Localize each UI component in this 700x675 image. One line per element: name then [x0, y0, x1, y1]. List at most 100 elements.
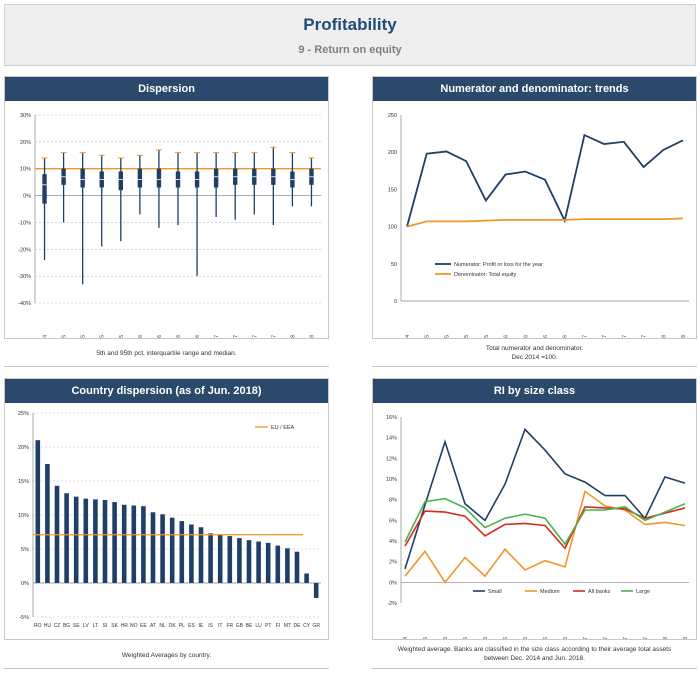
y-tick-label: 30% [20, 113, 31, 119]
country-panel: Country dispersion (as of Jun. 2018) 25%… [4, 378, 329, 640]
x-tick-label: Dec - 15 [484, 335, 490, 338]
x-tick-label: Mar - 17 [583, 637, 589, 639]
country-bar [198, 527, 204, 583]
page-title: Profitability [303, 15, 397, 34]
x-tick-label: IS [208, 623, 213, 629]
y-tick-label: 12% [386, 456, 397, 462]
x-tick-label: Jun - 17 [233, 335, 239, 338]
x-tick-label: Jun - 18 [683, 637, 689, 639]
y-tick-label: 250 [388, 113, 397, 119]
country-bar [246, 540, 252, 583]
x-tick-label: LT [93, 623, 98, 629]
iqr-box [213, 168, 219, 188]
x-tick-label: Sep - 16 [543, 335, 549, 338]
panel-title: RI by size class [373, 379, 696, 403]
iqr-box [80, 168, 85, 188]
y-tick-label: 25% [18, 411, 29, 417]
x-tick-label: Sep - 15 [100, 335, 106, 338]
x-tick-label: Dec - 16 [563, 335, 569, 338]
x-tick-label: Mar - 18 [661, 335, 667, 338]
y-tick-label: 2% [389, 560, 397, 566]
x-tick-label: Mar - 15 [425, 335, 431, 338]
x-tick-label: Dec - 16 [563, 637, 569, 639]
x-tick-label: NO [130, 623, 138, 629]
country-bar [256, 541, 261, 583]
x-tick-label: Mar - 17 [582, 335, 588, 338]
page-subtitle: 9 - Return on equity [298, 44, 402, 56]
trends-chart: 250 200 150 100 50 0 Numerator: Profit or loss… [388, 113, 689, 354]
x-tick-label: Sep - 17 [622, 335, 628, 338]
country-bar [237, 538, 242, 583]
x-tick-label: Dec - 17 [643, 637, 649, 639]
country-bar [102, 500, 108, 583]
legend-label: Medium [540, 589, 560, 595]
y-tick-label: 0% [23, 194, 31, 200]
x-tick-label: Jun - 18 [309, 335, 315, 338]
legend-label: Denominator: Total equity [454, 272, 517, 278]
divider [4, 366, 329, 367]
country-bar [285, 548, 290, 583]
country-bar [35, 440, 41, 583]
country-bar [150, 512, 156, 583]
x-tick-label: Dec - 15 [483, 637, 489, 639]
country-bar [294, 551, 300, 583]
trends-panel: Numerator and denominator: trends 250 200… [372, 76, 697, 354]
y-tick-label: -5% [19, 615, 29, 621]
legend-label: EU / EEA [271, 425, 295, 431]
x-tick-label: BG [63, 623, 70, 629]
size-class-chart: 16% 14% 12% 10% 8% 6% 4% 2% 0% -2% Small Medium All … [386, 415, 689, 656]
x-tick-label: Sep - 15 [464, 335, 470, 338]
x-tick-label: SK [111, 623, 118, 629]
x-tick-label: Mar - 15 [62, 335, 68, 338]
x-tick-label: Dec - 17 [642, 335, 648, 338]
x-tick-label: IE [199, 623, 204, 629]
x-tick-label: RO [34, 623, 42, 629]
y-tick-label: 20% [20, 140, 31, 146]
country-bar [169, 517, 175, 583]
x-tick-label: MT [284, 623, 291, 629]
country-bar [217, 534, 223, 583]
x-tick-label: Sep - 16 [176, 335, 182, 338]
dispersion-panel: Dispersion 30% 20% 10% 0% -10% -20% -30% -40% De… [4, 76, 329, 354]
x-tick-label: Jun - 15 [443, 637, 449, 639]
dispersion-chart: 30% 20% 10% 0% -10% -20% -30% -40% Dec - 14 Mar -… [18, 113, 321, 354]
country-bar [313, 583, 319, 598]
x-tick-label: Sep - 17 [252, 335, 258, 338]
x-tick-label: SE [73, 623, 80, 629]
iqr-box [156, 168, 162, 188]
y-tick-label: 4% [389, 539, 397, 545]
x-tick-label: PT [265, 623, 271, 629]
y-tick-label: -40% [18, 301, 31, 307]
country-bar [83, 498, 89, 583]
size-class-note: Weighted average. Banks are classified i… [397, 646, 672, 662]
y-tick-label: 14% [386, 436, 397, 442]
country-bar [131, 505, 137, 583]
country-bar [141, 506, 146, 583]
legend-label: Large [636, 589, 650, 595]
x-tick-label: LV [83, 623, 89, 629]
x-tick-label: DK [169, 623, 177, 629]
x-tick-label: Jun - 15 [81, 335, 87, 338]
x-tick-label: Jun - 18 [681, 335, 687, 338]
divider [372, 366, 697, 367]
x-tick-label: IT [218, 623, 222, 629]
x-tick-label: Mar - 16 [504, 335, 510, 338]
y-tick-label: -20% [18, 247, 31, 253]
x-tick-label: NL [159, 623, 166, 629]
panel-title: Country dispersion (as of Jun. 2018) [5, 379, 328, 403]
x-tick-label: Sep - 17 [623, 637, 629, 639]
panel-title: Numerator and denominator: trends [373, 77, 696, 101]
series-line [404, 506, 686, 550]
y-tick-label: 0% [21, 581, 29, 587]
country-bar [45, 464, 50, 583]
country-bar [64, 493, 69, 583]
legend-label: Small [488, 589, 502, 595]
x-tick-label: Jun - 17 [602, 335, 608, 338]
x-tick-label: Jun - 17 [603, 637, 609, 639]
x-tick-label: Mar - 16 [503, 637, 509, 639]
x-tick-label: EE [140, 623, 147, 629]
y-tick-label: 10% [18, 513, 29, 519]
y-tick-label: 100 [388, 225, 397, 231]
y-tick-label: 0 [394, 299, 397, 305]
legend-label: Numerator: Profit or loss for the year [454, 262, 543, 268]
